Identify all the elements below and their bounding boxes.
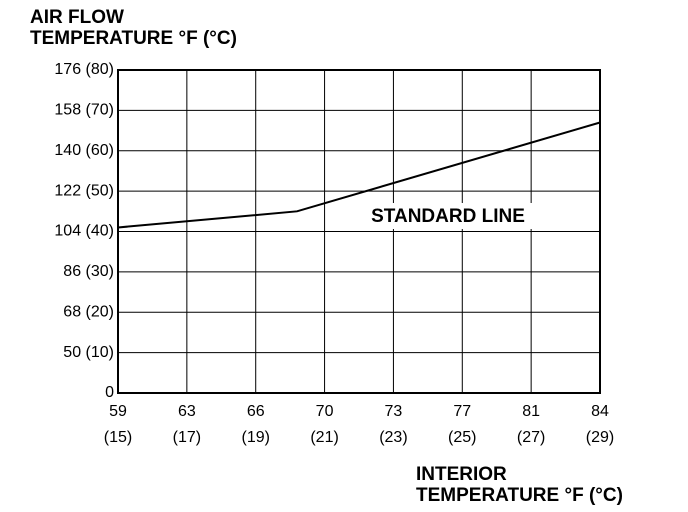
x-tick-label: 59 (15) (104, 403, 132, 446)
x-tick-label: 73 (23) (379, 403, 407, 446)
x-tick-label: 77 (25) (448, 403, 476, 446)
y-tick-label: 50 (10) (63, 344, 114, 361)
x-axis-label: INTERIOR (416, 464, 507, 485)
label-bg (356, 203, 540, 229)
x-tick-label: 81 (27) (517, 403, 545, 446)
x-tick-label: 63 (17) (173, 403, 201, 446)
y-tick-label: 86 (30) (63, 263, 114, 280)
x-tick-label: 70 (21) (310, 403, 338, 446)
line (117, 121, 601, 229)
y-tick-label: 158 (70) (54, 102, 114, 119)
y-tick-label: 68 (20) (63, 303, 114, 320)
y-tick-label: 104 (40) (54, 223, 114, 240)
x-tick-label: 66 (19) (241, 403, 269, 446)
x-axis-label: TEMPERATURE °F (°C) (416, 485, 623, 506)
y-tick-label: 0 (105, 384, 114, 401)
y-axis-label: TEMPERATURE °F (°C) (30, 28, 237, 49)
series-label: STANDARD LINE (371, 206, 525, 227)
y-tick-label: 140 (60) (54, 142, 114, 159)
y-tick-label: 176 (80) (54, 61, 114, 78)
y-tick-label: 122 (50) (54, 182, 114, 199)
plot-frame (117, 69, 601, 394)
x-tick-label: 84 (29) (586, 403, 614, 446)
y-axis-label: AIR FLOW (30, 7, 124, 28)
